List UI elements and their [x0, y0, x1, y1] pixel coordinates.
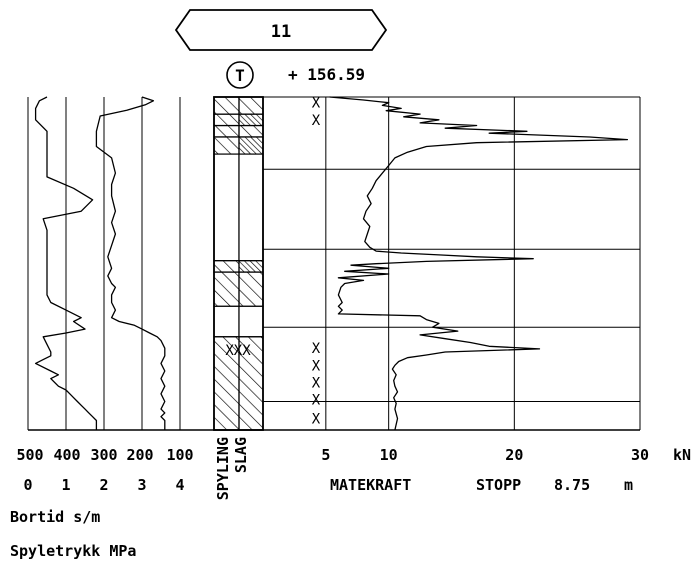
borehole-id: 11: [271, 22, 291, 42]
spyletrykk-tick-label: 0: [23, 476, 32, 494]
bortid-tick-label: 400: [53, 446, 80, 464]
elevation-symbol-letter: T: [235, 66, 245, 85]
bortid-tick-label: 100: [166, 446, 193, 464]
spyletrykk-tick-label: 4: [175, 476, 184, 494]
spyletrykk-curve: [95, 96, 166, 430]
x-marker: X: [312, 412, 321, 428]
spyling-log-block: [213, 305, 240, 338]
slag-log-block: [238, 113, 264, 127]
spyling-log-block: [213, 260, 240, 273]
matekraft-axis-label: MATEKRAFT: [330, 476, 411, 494]
x-marker: X: [312, 358, 321, 374]
x-marker: X: [312, 341, 321, 357]
spyling-log-block: [213, 124, 240, 138]
spyletrykk-tick-label: 3: [137, 476, 146, 494]
bortid-axis-label: Bortid s/m: [10, 508, 100, 526]
matekraft-tick-label: 5: [321, 446, 330, 464]
spyling-log-block: [213, 136, 240, 155]
spyling-log-block: [213, 153, 240, 262]
matekraft-curve: [329, 96, 629, 431]
matekraft-tick-label: 10: [380, 446, 398, 464]
slag-log-block: [238, 124, 264, 138]
bortid-tick-label: 500: [16, 446, 43, 464]
x-marker: X: [312, 96, 321, 112]
spyletrykk-axis-label: Spyletrykk MPa: [10, 542, 136, 560]
matekraft-unit-label: kN: [673, 446, 691, 464]
x-marker: X: [312, 113, 321, 129]
stop-depth-value: 8.75: [554, 476, 590, 494]
stop-label: STOPP: [476, 476, 521, 494]
slag-log-block: [238, 305, 264, 338]
spyling-column-label: SPYLING: [214, 437, 232, 500]
bortid-curve: [34, 96, 98, 430]
elevation-value: + 156.59: [288, 65, 365, 84]
spyletrykk-tick-label: 2: [99, 476, 108, 494]
borehole-id-box: [174, 9, 388, 51]
matekraft-tick-label: 20: [505, 446, 523, 464]
matekraft-tick-label: 30: [631, 446, 649, 464]
spyling-log-block: [213, 271, 240, 307]
slag-log-block: [238, 153, 264, 262]
elevation-symbol-icon: [226, 61, 254, 89]
spyling-log-block: [213, 96, 240, 115]
spyletrykk-tick-label: 1: [61, 476, 70, 494]
bortid-tick-label: 200: [126, 446, 153, 464]
slag-column-label: SLAG: [232, 437, 250, 473]
slag-log-block: [238, 271, 264, 307]
x-marker: XXX: [225, 343, 251, 359]
bortid-tick-label: 300: [90, 446, 117, 464]
x-marker: X: [312, 393, 321, 409]
stop-depth-unit: m: [624, 476, 633, 494]
x-marker: X: [312, 375, 321, 391]
slag-log-block: [238, 260, 264, 273]
slag-log-block: [238, 136, 264, 155]
slag-log-block: [238, 96, 264, 115]
log-column-frame: [213, 96, 264, 431]
spyling-log-block: [213, 113, 240, 127]
